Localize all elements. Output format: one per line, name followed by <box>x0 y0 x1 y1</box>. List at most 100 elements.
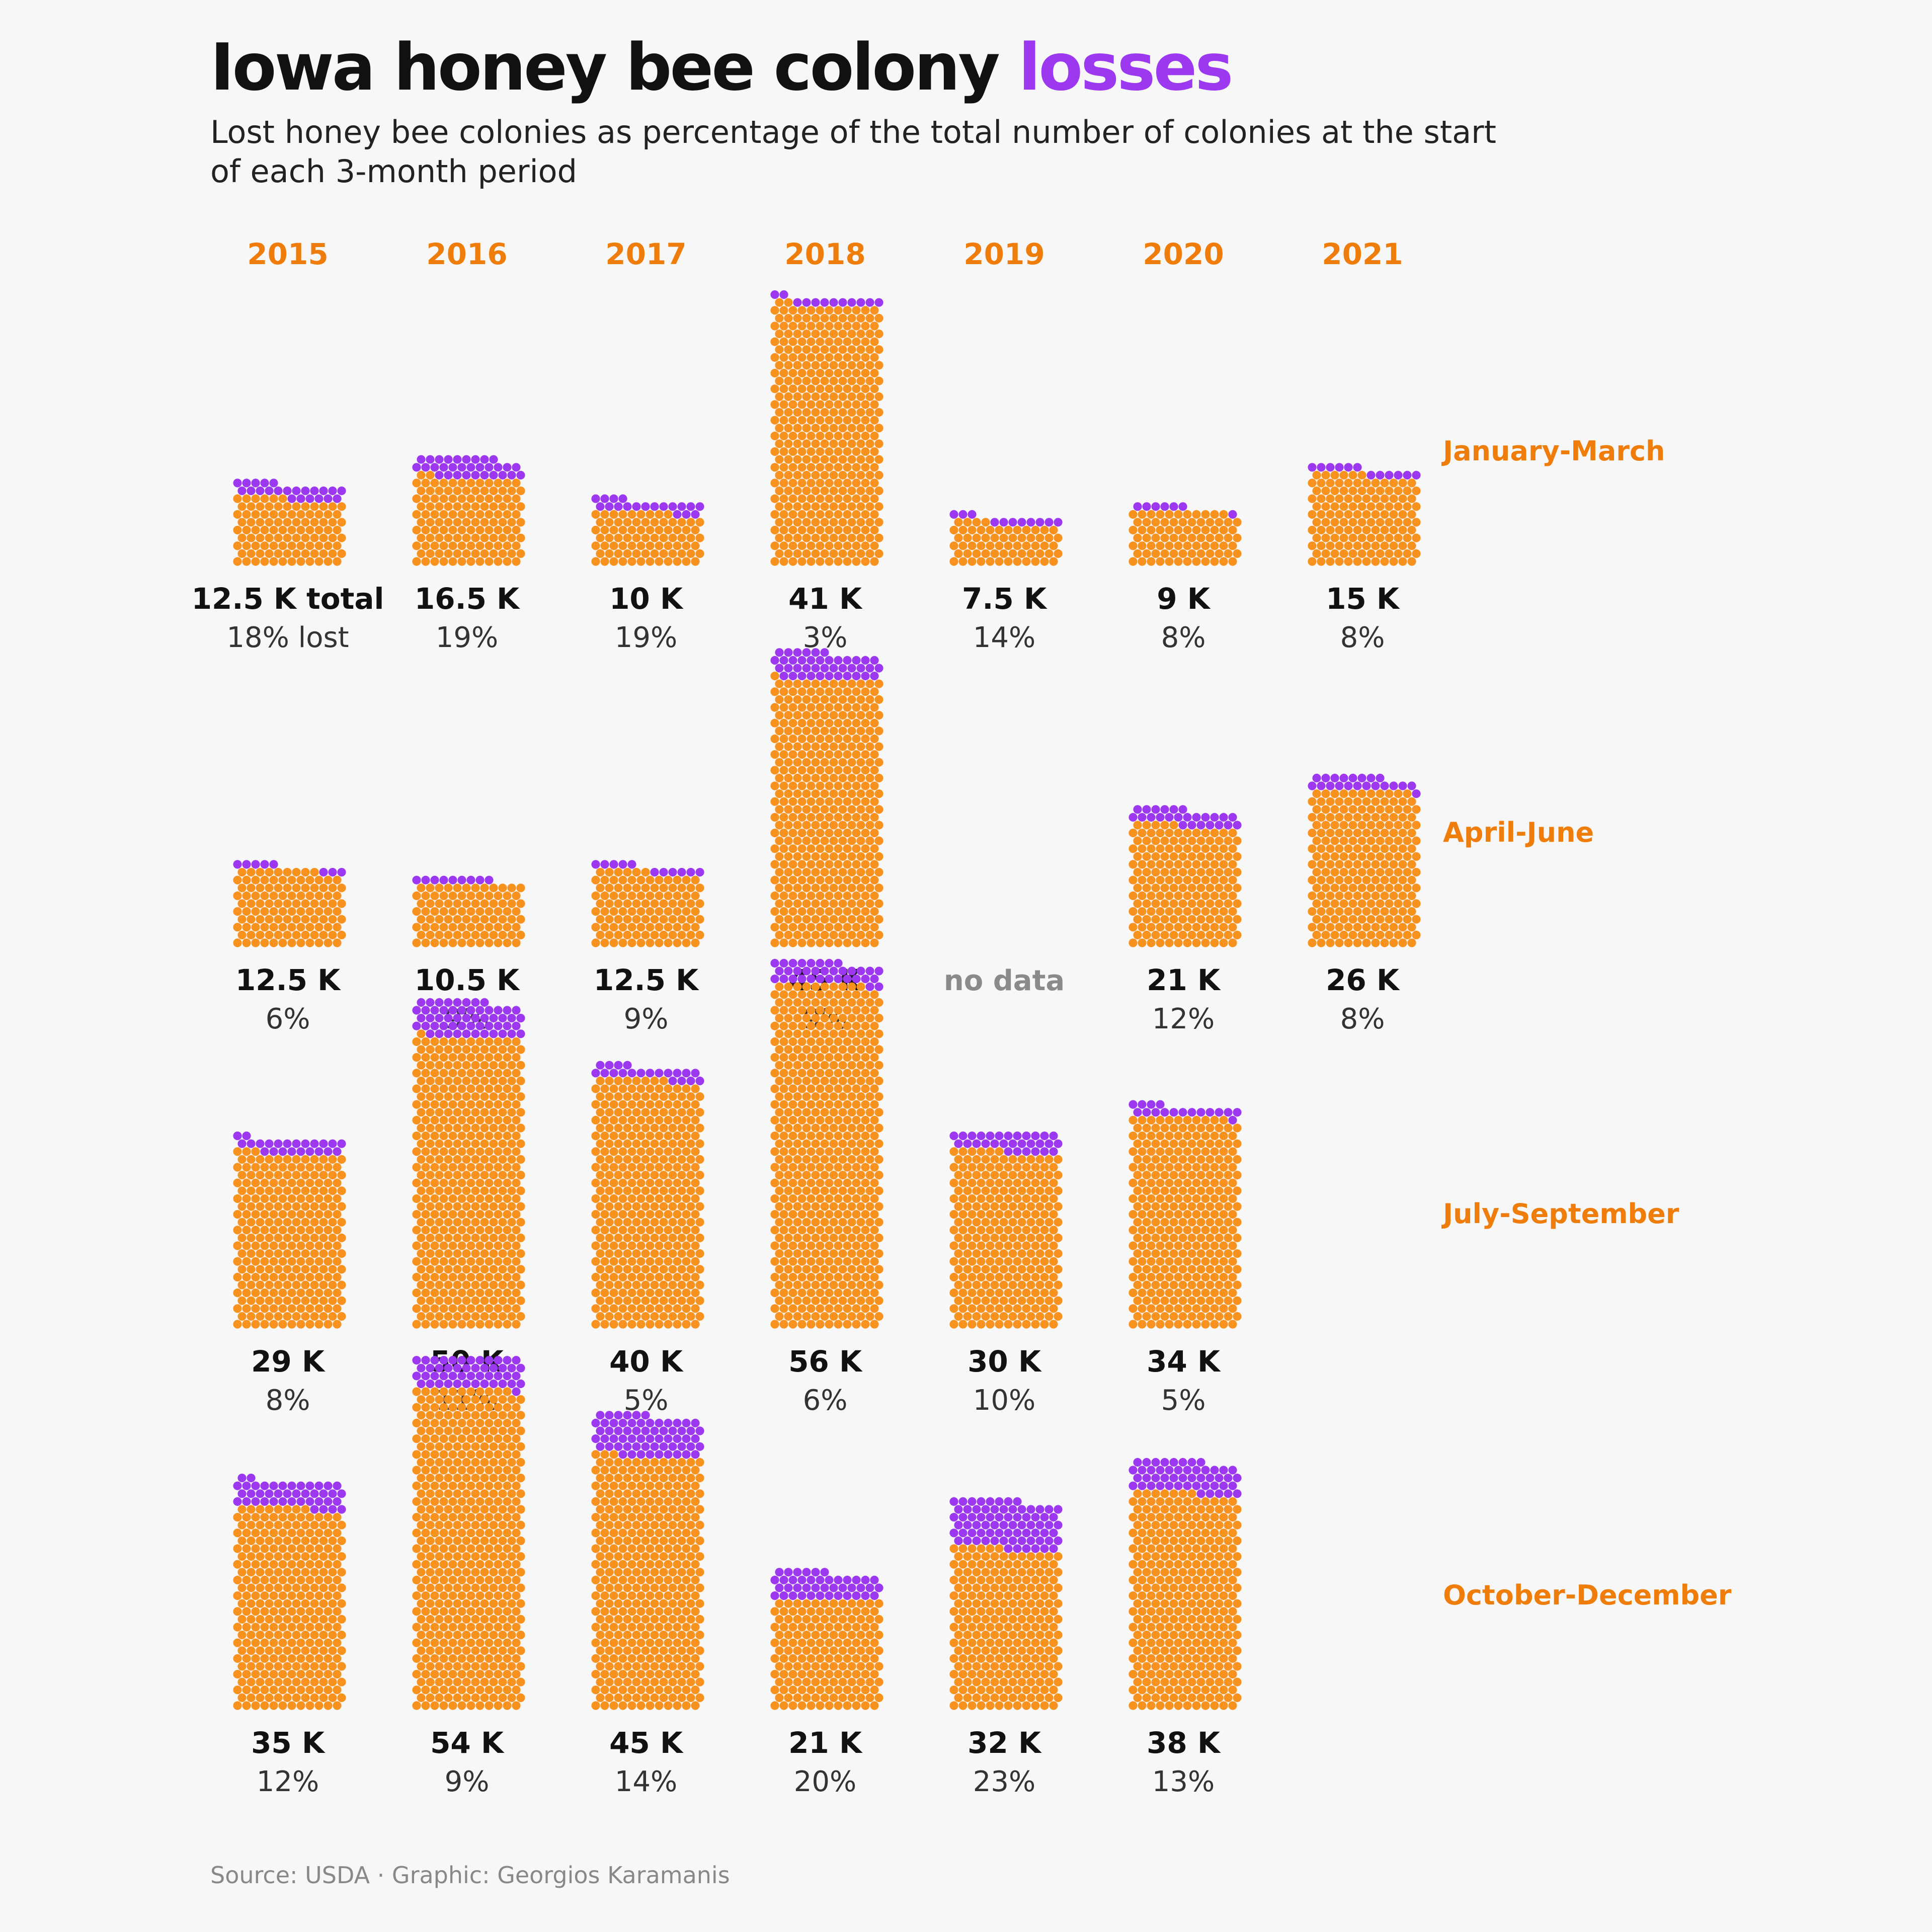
colony-dot <box>1138 526 1147 535</box>
colony-dot <box>861 306 870 315</box>
colony-dot <box>421 1210 430 1219</box>
lost-colony-dot <box>498 1014 507 1023</box>
colony-dot <box>1380 907 1389 916</box>
colony-dot <box>843 860 852 869</box>
colony-dot <box>668 1280 677 1290</box>
colony-dot <box>269 541 278 550</box>
colony-dot <box>494 1226 503 1235</box>
lost-colony-dot <box>1022 1147 1031 1156</box>
colony-dot <box>1348 915 1357 924</box>
colony-dot <box>847 439 856 448</box>
colony-dot <box>784 487 793 496</box>
colony-dot <box>770 1289 779 1298</box>
colony-dot <box>852 526 861 535</box>
colony-dot <box>1147 844 1156 853</box>
colony-dot <box>861 687 870 696</box>
colony-dot <box>310 1233 319 1242</box>
colony-dot <box>507 1265 516 1274</box>
colony-dot <box>816 1320 825 1329</box>
colony-dot <box>820 899 829 908</box>
colony-dot <box>677 1233 686 1242</box>
lost-colony-dot <box>480 998 489 1007</box>
colony-dot <box>1224 930 1233 939</box>
colony-dot <box>614 1265 623 1274</box>
colony-dot <box>990 1186 999 1195</box>
colony-dot <box>1133 549 1142 558</box>
colony-dot <box>775 727 784 736</box>
colony-dot <box>1133 1312 1142 1321</box>
colony-dot <box>1035 1280 1044 1290</box>
colony-dot <box>775 313 784 323</box>
colony-dot <box>1151 1186 1160 1195</box>
waffle-bar <box>1129 502 1242 566</box>
colony-dot <box>1156 938 1165 947</box>
period-label: October-December <box>1443 1579 1732 1611</box>
colony-dot <box>981 1186 990 1195</box>
lost-colony-dot <box>779 290 788 299</box>
colony-dot <box>494 938 503 947</box>
colony-dot <box>793 805 802 814</box>
colony-dot <box>1035 1155 1044 1164</box>
colony-dot <box>779 844 788 853</box>
colony-dot <box>1376 487 1385 496</box>
colony-dot <box>632 899 641 908</box>
colony-dot <box>319 915 328 924</box>
colony-dot <box>775 1249 784 1258</box>
colony-dot <box>287 1272 296 1281</box>
colony-dot <box>265 1677 274 1686</box>
colony-dot <box>1412 930 1421 939</box>
colony-dot <box>816 1226 825 1235</box>
colony-dot <box>1192 1241 1201 1250</box>
colony-dot <box>856 487 865 496</box>
colony-dot <box>328 502 337 511</box>
colony-dot <box>480 1249 489 1258</box>
colony-dot <box>466 1210 475 1219</box>
colony-dot <box>677 518 686 527</box>
colony-dot <box>1178 836 1187 845</box>
colony-dot <box>865 1155 874 1164</box>
colony-dot <box>847 455 856 464</box>
colony-dot <box>770 990 779 999</box>
colony-dot <box>1183 891 1192 900</box>
colony-dot <box>471 518 480 527</box>
colony-dot <box>596 883 605 893</box>
colony-dot <box>1371 829 1380 838</box>
colony-dot <box>1165 938 1174 947</box>
colony-dot <box>838 533 847 542</box>
colony-dot <box>609 1241 618 1250</box>
colony-dot <box>457 923 466 932</box>
lost-colony-dot <box>609 494 618 503</box>
colony-dot <box>784 1265 793 1274</box>
colony-dot <box>646 1194 655 1203</box>
colony-dot <box>618 1241 627 1250</box>
colony-dot <box>811 1092 820 1101</box>
colony-dot <box>802 773 811 782</box>
colony-dot <box>659 1171 668 1180</box>
colony-dot <box>811 915 820 924</box>
colony-dot <box>1389 557 1398 566</box>
colony-dot <box>779 1210 788 1219</box>
colony-dot <box>251 938 260 947</box>
lost-colony-dot <box>834 975 843 984</box>
colony-dot <box>1215 1312 1224 1321</box>
colony-dot <box>1335 860 1344 869</box>
colony-dot <box>816 1241 825 1250</box>
colony-dot <box>807 447 816 456</box>
colony-dot <box>1049 1257 1058 1266</box>
colony-dot <box>834 829 843 838</box>
colony-dot <box>775 1092 784 1101</box>
colony-dot <box>834 1053 843 1062</box>
colony-dot <box>1187 915 1196 924</box>
colony-dot <box>475 1115 485 1124</box>
colony-dot <box>319 930 328 939</box>
colony-dot <box>829 1312 838 1321</box>
colony-dot <box>1215 1233 1224 1242</box>
colony-dot <box>485 923 494 932</box>
colony-dot <box>480 899 489 908</box>
colony-dot <box>968 1163 977 1172</box>
colony-dot <box>1210 1163 1219 1172</box>
colony-dot <box>861 494 870 503</box>
colony-dot <box>1044 1186 1054 1195</box>
colony-dot <box>1330 533 1339 542</box>
lost-colony-dot <box>600 860 609 869</box>
